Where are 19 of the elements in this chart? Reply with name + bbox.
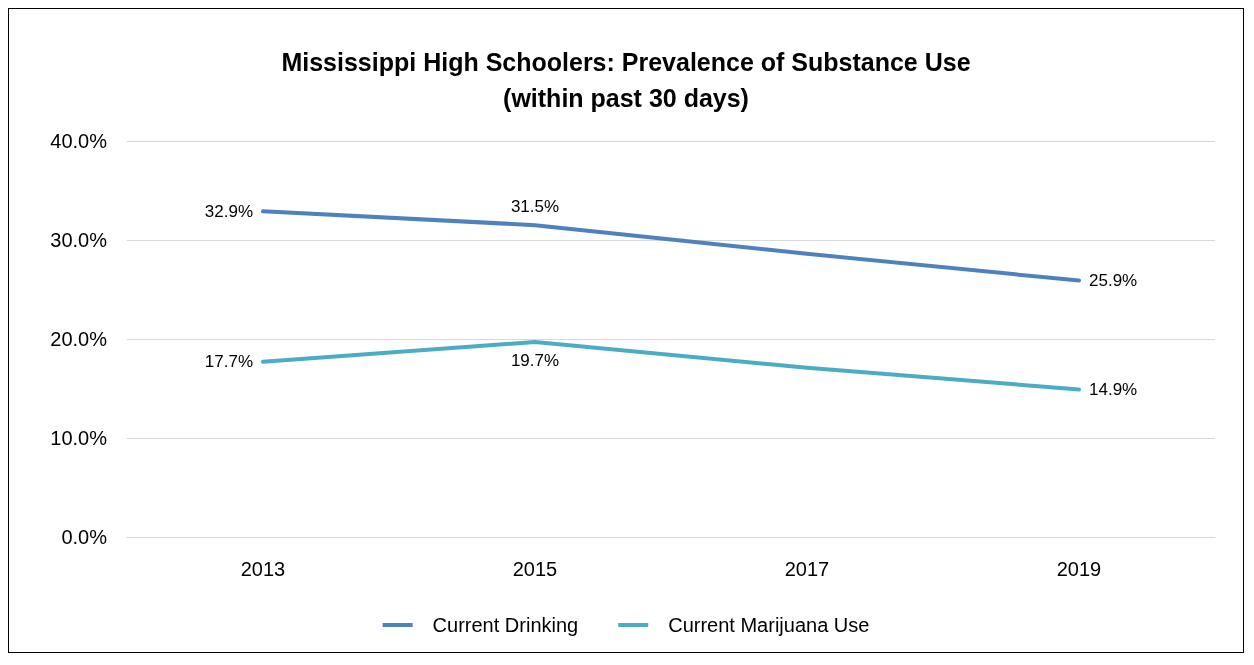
data-label: 17.7% xyxy=(204,352,253,372)
y-tick-label: 10.0% xyxy=(50,427,108,449)
y-tick-label: 40.0% xyxy=(50,130,108,152)
x-tick-label: 2015 xyxy=(512,558,558,580)
x-tick-label: 2013 xyxy=(240,558,286,580)
x-tick-label: 2019 xyxy=(1056,558,1102,580)
legend-label: Current Drinking xyxy=(432,614,579,636)
y-tick-label: 20.0% xyxy=(50,328,108,350)
line-series xyxy=(261,339,1081,392)
data-label: 25.9% xyxy=(1089,271,1138,291)
y-tick-label: 0.0% xyxy=(61,526,108,548)
data-label: 14.9% xyxy=(1089,379,1138,399)
x-tick-label: 2017 xyxy=(784,558,830,580)
data-label: 19.7% xyxy=(510,350,560,370)
y-tick-label: 30.0% xyxy=(50,229,108,251)
chart-title: Mississippi High Schoolers: Prevalence of Substance Use (within past 30 days) xyxy=(281,48,971,112)
data-label: 32.9% xyxy=(204,201,253,221)
legend-label: Current Marijuana Use xyxy=(668,614,870,636)
data-label: 31.5% xyxy=(510,197,560,217)
